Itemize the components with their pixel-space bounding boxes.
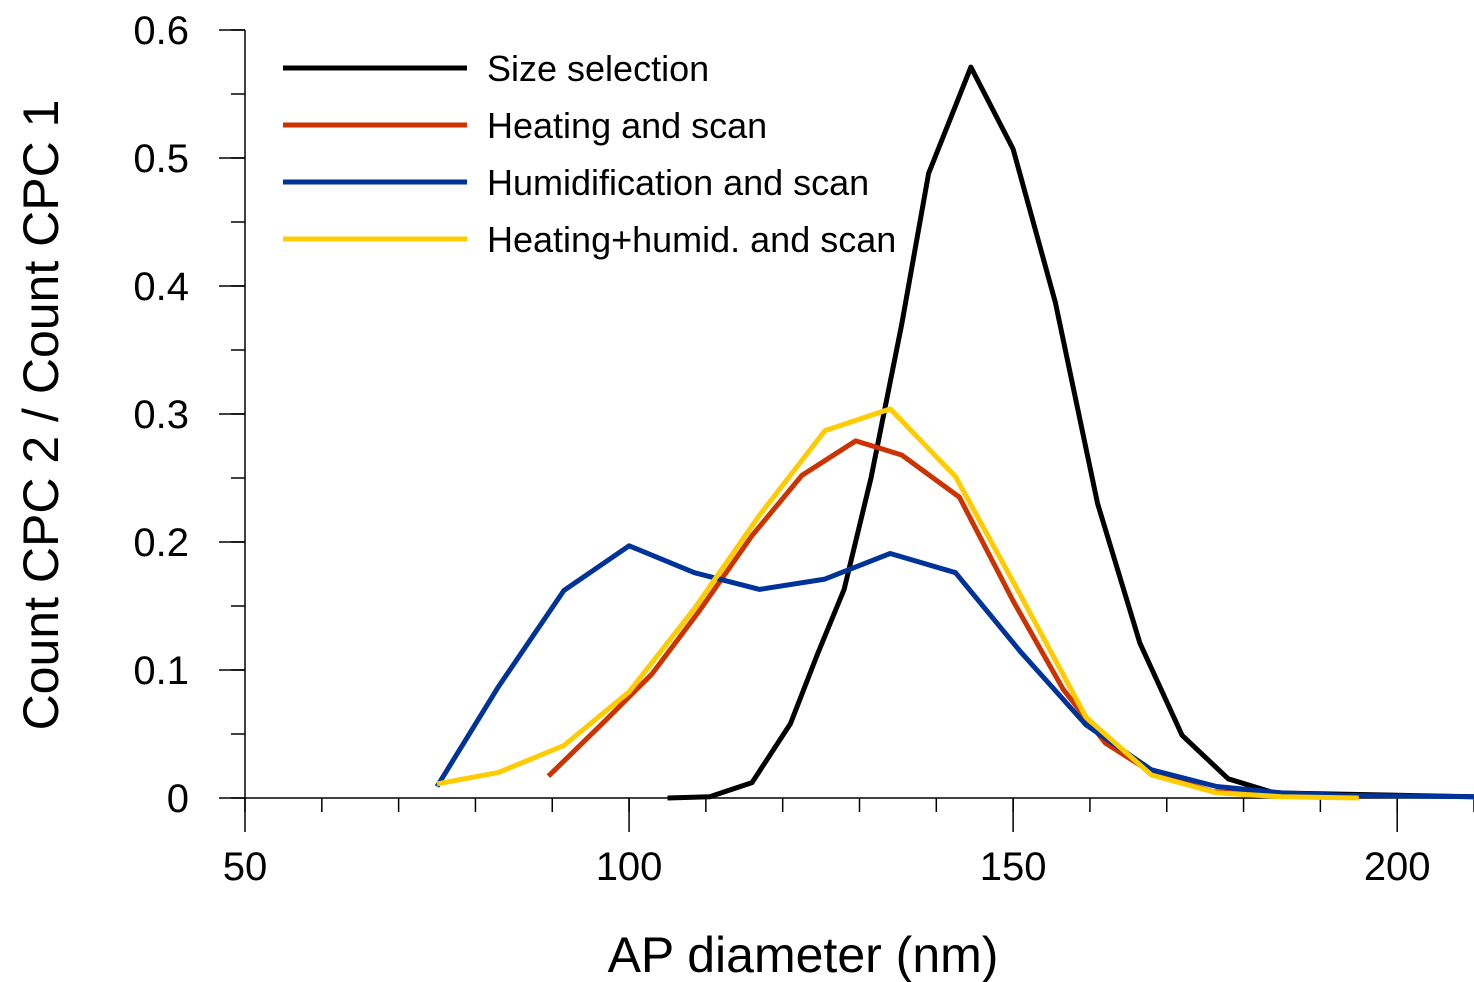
legend-label-1: Size selection (487, 48, 709, 89)
axes (244, 30, 1474, 799)
legend-label-4: Heating+humid. and scan (487, 219, 896, 260)
x-tick-label: 150 (980, 845, 1047, 889)
x-axis-title: AP diameter (nm) (608, 927, 999, 982)
legend-label-2: Heating and scan (487, 105, 767, 146)
plot-area (434, 64, 1474, 801)
x-tick-label: 200 (1364, 845, 1431, 889)
x-tick-label: 50 (223, 845, 268, 889)
y-tick-label: 0 (167, 777, 189, 821)
y-tick-label: 0.4 (133, 265, 189, 309)
y-tick-label: 0.2 (133, 521, 189, 565)
series-line-4 (436, 406, 1359, 801)
series-line-3 (434, 543, 1474, 800)
x-tick-label: 100 (596, 845, 663, 889)
y-tick-label: 0.6 (133, 9, 189, 53)
y-tick-label: 0.1 (133, 649, 189, 693)
series-line-1 (667, 64, 1474, 801)
legend: Size selection Heating and scan Humidifica… (283, 48, 896, 260)
legend-label-3: Humidification and scan (487, 162, 869, 203)
y-tick-label: 0.5 (133, 137, 189, 181)
y-tick-label: 0.3 (133, 393, 189, 437)
y-axis-title: Count CPC 2 / Count CPC 1 (13, 100, 69, 731)
ticks: 50 100 150 200 0 0.1 0.2 0.3 0.4 0.5 0.6 (133, 9, 1474, 889)
series-line-2 (546, 438, 1359, 800)
